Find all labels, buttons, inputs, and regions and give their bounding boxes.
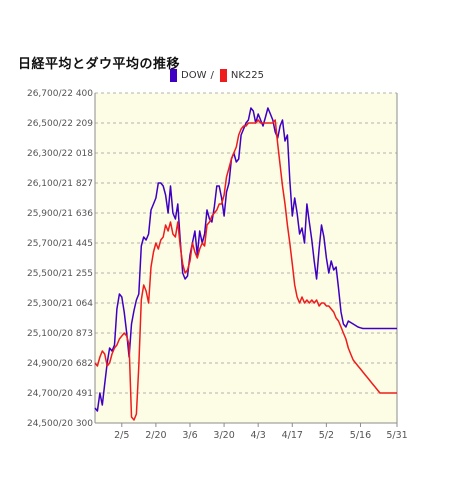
x-axis-ticks: 2/5 2/20 3/6 3/20 4/3 4/17 5/2 5/16 5/31 [114,423,408,441]
y-tick-label: 25,700/21 445 [27,239,93,249]
y-tick-label: 25,100/20 873 [27,329,93,339]
series-line-dow [94,107,397,412]
y-tick-label: 25,300/21 064 [27,299,93,309]
y-tick-label: 24,700/20 491 [27,389,93,399]
legend-separator: / [210,70,214,81]
nk225-legend-label: NK225 [230,70,264,81]
series-line-nk225 [94,119,397,421]
series-lines [94,107,397,421]
y-axis-ticks: 24,500/20 300 24,700/20 491 24,900/20 682 2… [27,89,93,429]
y-tick-label: 24,900/20 682 [27,359,93,369]
legend: DOW / NK225 [170,69,264,82]
y-tick-label: 26,100/21 827 [27,179,93,189]
x-tick-label: 5/31 [386,430,407,441]
y-tick-label: 26,700/22 400 [27,89,93,99]
y-tick-label: 24,500/20 300 [27,419,93,429]
chart-title: 日経平均とダウ平均の推移 [18,57,181,72]
x-tick-label: 5/16 [350,430,371,441]
x-tick-label: 3/6 [182,430,197,441]
x-tick-label: 2/5 [114,430,129,441]
y-tick-label: 26,300/22 018 [27,149,93,159]
dow-legend-swatch [170,69,177,82]
x-tick-label: 4/17 [282,430,303,441]
y-tick-label: 25,500/21 255 [27,269,93,279]
dow-legend-label: DOW [181,70,207,81]
x-tick-label: 5/2 [319,430,334,441]
y-tick-label: 25,900/21 636 [27,209,93,219]
y-tick-label: 26,500/22 209 [27,119,93,129]
x-tick-label: 2/20 [145,430,166,441]
x-tick-label: 3/20 [213,430,234,441]
plot-area [95,93,397,423]
nk225-legend-swatch [219,69,227,82]
x-tick-label: 4/3 [251,430,266,441]
